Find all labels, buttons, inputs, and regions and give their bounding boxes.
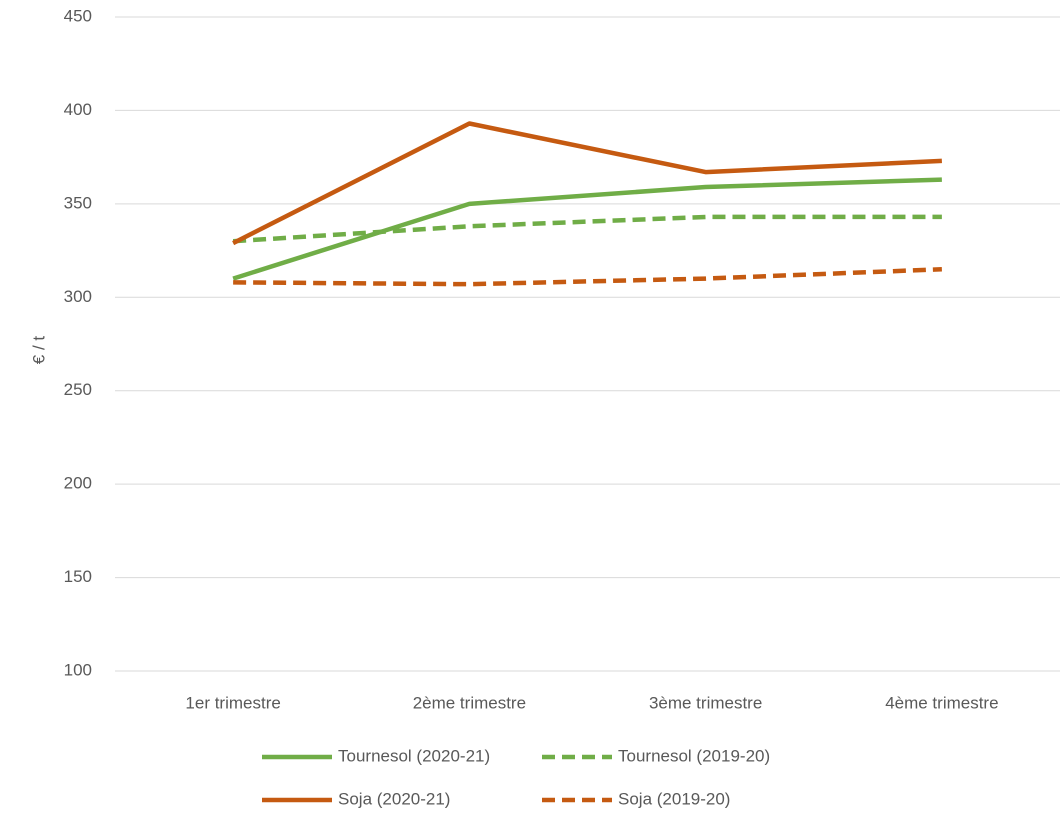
y-tick-label: 100 (64, 660, 92, 679)
y-tick-label: 200 (64, 474, 92, 493)
line-series (232, 214, 942, 244)
line-series (233, 267, 942, 287)
y-tick-label: 300 (64, 287, 92, 306)
line-series (232, 121, 942, 246)
legend-label: Soja (2020-21) (338, 789, 450, 808)
y-tick-label: 450 (64, 6, 92, 25)
x-tick-label: 4ème trimestre (885, 693, 998, 712)
y-tick-label: 250 (64, 380, 92, 399)
line-series (232, 177, 942, 281)
x-tick-label: 1er trimestre (185, 693, 280, 712)
legend-label: Tournesol (2020-21) (338, 746, 490, 765)
x-tick-label: 3ème trimestre (649, 693, 762, 712)
y-tick-label: 350 (64, 193, 92, 212)
x-tick-label: 2ème trimestre (413, 693, 526, 712)
y-tick-label: 150 (64, 567, 92, 586)
y-axis-label: € / t (29, 336, 48, 365)
y-tick-label: 400 (64, 100, 92, 119)
legend-label: Soja (2019-20) (618, 789, 730, 808)
legend-label: Tournesol (2019-20) (618, 746, 770, 765)
